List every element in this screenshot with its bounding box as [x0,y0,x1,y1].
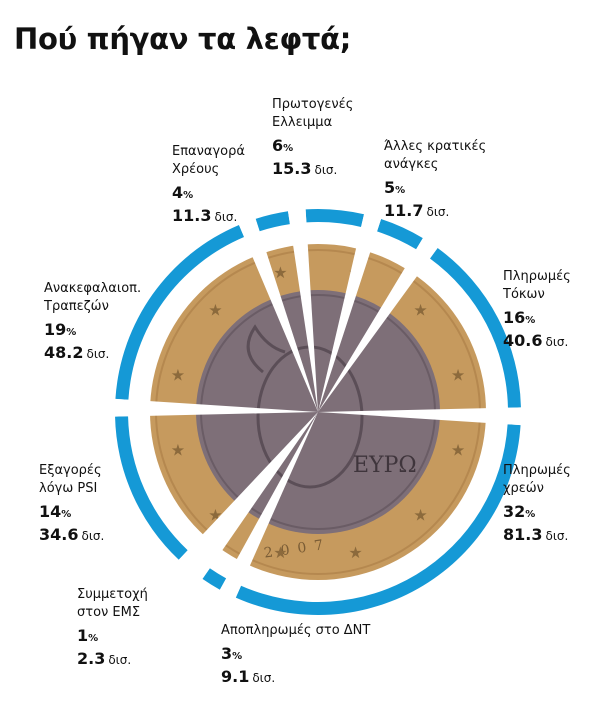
slice-name: Εξαγορές λόγω PSI [39,463,102,496]
pie-slice-arc [115,224,245,400]
slice-name: Πληρωμές Τόκων [503,269,571,302]
slice-label-esm-participation: Συμμετοχή στον ΕΜΣ 1% 2.3 δισ. [77,586,157,671]
slice-label-primary-deficit: Πρωτογενές Ελλειμμα 6% 15.3 δισ. [272,96,382,181]
pie-slice-arc [115,416,188,560]
coin-star: ★ [413,300,427,319]
slice-separator [318,208,383,412]
slice-value: 34.6 δισ. [39,525,105,544]
slice-separators [109,203,527,604]
slice-name: Επαναγορά Χρέους [172,144,245,177]
chart-title: Πού πήγαν τα λεφτά; [14,22,352,56]
coin-star: ★ [451,441,465,460]
coin-star: ★ [273,263,287,282]
slice-value: 11.7 δισ. [384,201,450,220]
slice-label-bank-recapitalisation: Ανακεφαλαιοπ. Τραπεζών 19% 48.2 δισ. [44,280,159,365]
pie-slice-arc [305,209,365,227]
slice-label-other-state-needs: Άλλες κρατικές ανάγκες 5% 11.7 δισ. [384,138,514,223]
coin-star: ★ [348,543,362,562]
pie-slice-arc [377,219,423,250]
slice-separator [236,213,318,412]
slice-percent: 6% [272,136,294,155]
slice-value: 81.3 δισ. [503,525,569,544]
slice-label-imf-repayments: Αποπληρωμές στο ΔΝΤ 3% 9.1 δισ. [221,622,391,689]
slice-separator [318,407,527,426]
slice-value: 40.6 δισ. [503,331,569,350]
pie-slice-arc [429,247,521,408]
slice-value: 9.1 δισ. [221,667,276,686]
coin-star: ★ [413,506,427,525]
pie-slice-arc [235,424,521,615]
slice-name: Συμμετοχή στον ΕΜΣ [77,587,148,620]
slice-value: 11.3 δισ. [172,206,238,225]
slice-name: Πληρωμές χρεών [503,463,571,496]
slice-label-debt-payments: Πληρωμές χρεών 32% 81.3 δισ. [503,462,573,547]
slice-percent: 19% [44,320,77,339]
slice-percent: 14% [39,502,72,521]
slice-separator [109,398,318,417]
pie-slice-arc [255,211,290,232]
slice-name: Ανακεφαλαιοπ. Τραπεζών [44,281,142,314]
slice-label-debt-buyback: Επαναγορά Χρέους 4% 11.3 δισ. [172,143,252,228]
slice-label-interest-payments: Πληρωμές Τόκων 16% 40.6 δισ. [503,268,573,353]
slice-percent: 3% [221,644,243,663]
slice-name: Αποπληρωμές στο ΔΝΤ [221,623,371,638]
coin-olive-branch [246,324,286,374]
slice-value: 15.3 δισ. [272,159,338,178]
slice-percent: 1% [77,626,99,645]
pie-slice-arc [202,568,227,590]
slice-percent: 5% [384,178,406,197]
slice-separator [318,233,442,412]
slice-percent: 4% [172,183,194,202]
slice-separator [184,412,318,584]
coin-star: ★ [451,365,465,384]
coin-inscription: ΕΥΡΩ [353,453,417,478]
coin-star: ★ [273,543,287,562]
slice-name: Άλλες κρατικές ανάγκες [384,139,487,172]
slice-separator [216,412,318,604]
slice-name: Πρωτογενές Ελλειμμα [272,97,354,130]
slice-separator [287,203,318,412]
slice-percent: 32% [503,502,536,521]
coin-star: ★ [171,365,185,384]
coin-star: ★ [208,300,222,319]
coin-star: ★ [171,441,185,460]
slice-value: 48.2 δισ. [44,343,110,362]
slice-value: 2.3 δισ. [77,649,132,668]
slice-separator [174,412,318,577]
slice-percent: 16% [503,308,536,327]
slice-label-psi-buybacks: Εξαγορές λόγω PSI 14% 34.6 δισ. [39,462,119,547]
